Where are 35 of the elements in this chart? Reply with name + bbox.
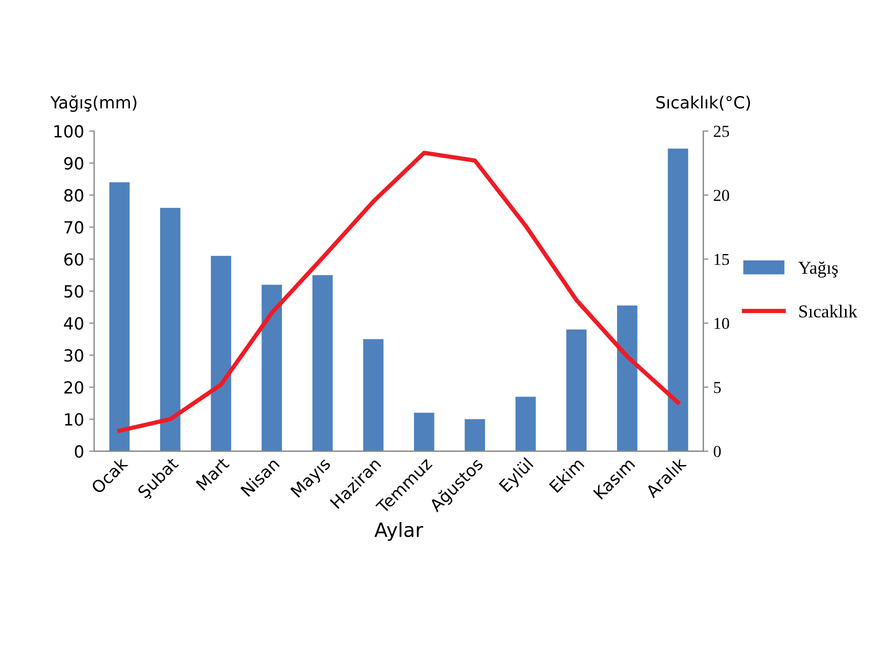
bar bbox=[566, 330, 587, 452]
legend-label: Sıcaklık bbox=[799, 304, 858, 318]
bar bbox=[262, 284, 282, 452]
bar bbox=[160, 208, 180, 452]
y-tick-label: 50 bbox=[64, 285, 84, 298]
bar bbox=[464, 419, 486, 452]
y2-tick-label: 0 bbox=[714, 446, 721, 458]
bar bbox=[516, 396, 536, 452]
y-tick-label: 90 bbox=[64, 157, 84, 170]
y-tick-label: 60 bbox=[64, 253, 84, 266]
x-axis-title: Aylar bbox=[374, 522, 424, 541]
y-axis-title: Yağış(mm) bbox=[50, 95, 136, 112]
y2-tick-label: 15 bbox=[714, 254, 730, 266]
y-tick-label: 80 bbox=[64, 189, 84, 202]
bar bbox=[668, 148, 688, 452]
y-tick-label: 10 bbox=[64, 413, 84, 426]
legend-label: Yağış bbox=[798, 261, 838, 278]
bar bbox=[617, 306, 638, 452]
y-tick-label: 40 bbox=[64, 317, 84, 330]
y-tick-label: 20 bbox=[64, 381, 84, 394]
bar bbox=[363, 339, 384, 452]
y2-tick-label: 20 bbox=[714, 190, 730, 202]
bar bbox=[312, 275, 333, 452]
line-series bbox=[117, 150, 680, 433]
bar bbox=[109, 182, 130, 452]
y-tick-label: 30 bbox=[64, 349, 84, 362]
y-tick-label: 70 bbox=[64, 221, 84, 234]
y-tick-label: 0 bbox=[74, 445, 84, 458]
y2-axis-title: Sıcaklık(°C) bbox=[656, 96, 750, 111]
y2-tick-label: 25 bbox=[714, 126, 730, 137]
y2-tick-label: 10 bbox=[714, 318, 730, 330]
bar bbox=[210, 256, 232, 452]
y-tick-label: 100 bbox=[54, 125, 84, 138]
y2-tick-label: 5 bbox=[714, 382, 721, 394]
bar bbox=[414, 412, 434, 452]
